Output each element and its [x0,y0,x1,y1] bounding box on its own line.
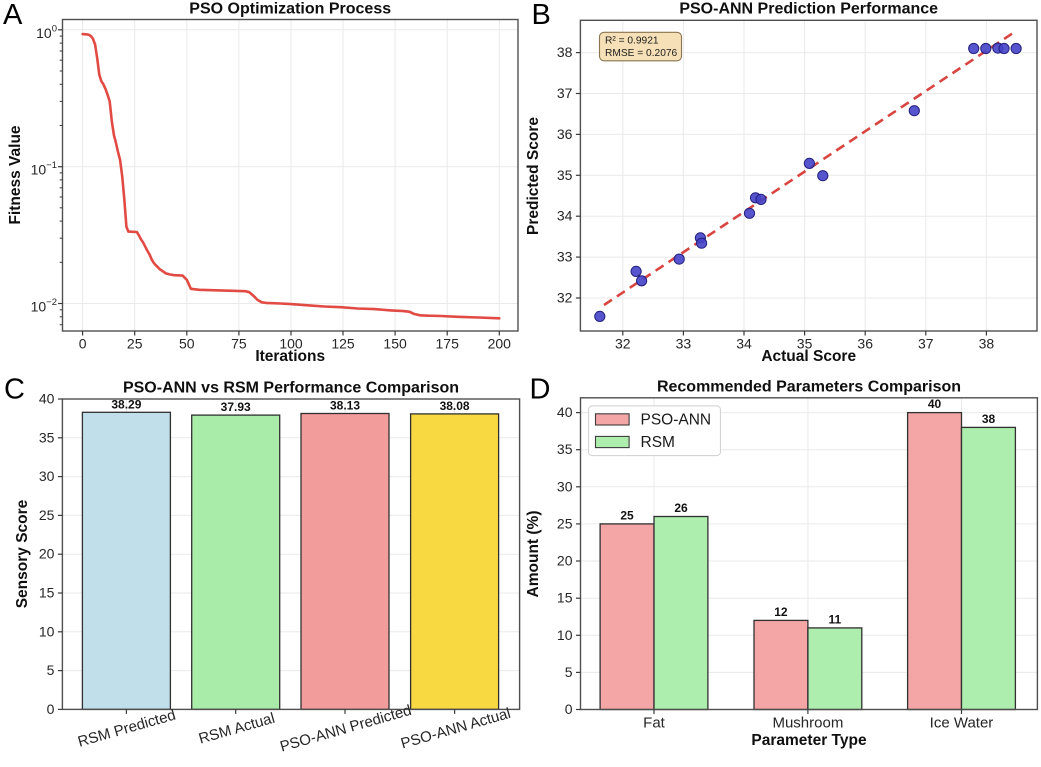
svg-text:Ice Water: Ice Water [930,715,994,732]
svg-text:36: 36 [857,336,873,352]
svg-text:B: B [532,0,551,31]
svg-text:20: 20 [557,553,573,569]
svg-text:37: 37 [918,336,934,352]
svg-text:32: 32 [615,336,631,352]
svg-text:38.08: 38.08 [440,399,470,413]
svg-text:Actual Score: Actual Score [761,348,856,365]
svg-text:PSO-ANN Prediction Performance: PSO-ANN Prediction Performance [679,1,938,18]
svg-text:25: 25 [557,515,573,531]
svg-text:25: 25 [127,336,143,352]
svg-text:C: C [4,374,25,406]
svg-text:Recommended Parameters Compari: Recommended Parameters Comparison [657,379,961,396]
svg-text:38.29: 38.29 [111,397,141,411]
svg-text:100: 100 [279,336,303,352]
svg-text:38: 38 [982,412,996,426]
svg-text:10: 10 [557,627,573,643]
svg-text:0: 0 [565,701,573,717]
svg-text:125: 125 [331,336,355,352]
svg-text:37.93: 37.93 [221,400,251,414]
svg-text:15: 15 [557,590,573,606]
svg-text:150: 150 [383,336,407,352]
svg-text:25: 25 [39,507,55,523]
svg-text:Parameter Type: Parameter Type [751,732,867,749]
svg-text:35: 35 [557,167,573,183]
svg-text:0: 0 [79,336,87,352]
svg-text:40: 40 [557,404,573,420]
svg-text:PSO Optimization Process: PSO Optimization Process [189,1,391,18]
svg-text:37: 37 [557,85,573,101]
svg-text:RMSE = 0.2076: RMSE = 0.2076 [605,48,678,59]
svg-text:Iterations: Iterations [255,348,325,365]
svg-text:34: 34 [557,208,573,224]
svg-text:32: 32 [557,290,573,306]
svg-text:34: 34 [736,336,752,352]
svg-text:38: 38 [979,336,995,352]
svg-text:38.13: 38.13 [330,399,360,413]
svg-text:0: 0 [47,701,55,717]
svg-text:Fat: Fat [643,715,666,732]
svg-text:5: 5 [47,662,55,678]
svg-text:50: 50 [179,336,195,352]
svg-text:11: 11 [829,612,842,626]
svg-text:25: 25 [620,508,634,522]
svg-text:33: 33 [676,336,692,352]
svg-text:PSO-ANN: PSO-ANN [641,411,712,428]
svg-text:33: 33 [557,249,573,265]
svg-text:36: 36 [557,126,573,142]
svg-text:15: 15 [39,585,55,601]
svg-text:20: 20 [39,546,55,562]
svg-text:Sensory Score: Sensory Score [14,499,31,608]
svg-text:Fitness Value: Fitness Value [7,125,24,224]
svg-text:35: 35 [557,441,573,457]
svg-text:Amount (%): Amount (%) [525,511,542,598]
svg-text:30: 30 [39,468,55,484]
svg-text:175: 175 [436,336,460,352]
svg-text:75: 75 [231,336,247,352]
svg-text:Mushroom: Mushroom [772,715,843,732]
svg-text:40: 40 [39,391,55,407]
svg-text:RSM: RSM [641,434,675,451]
svg-text:35: 35 [39,429,55,445]
svg-text:26: 26 [674,501,688,515]
svg-text:30: 30 [557,478,573,494]
svg-text:200: 200 [488,336,512,352]
svg-text:PSO-ANN vs RSM Performance Com: PSO-ANN vs RSM Performance Comparison [123,380,459,397]
svg-text:40: 40 [928,397,942,411]
svg-text:R² = 0.9921: R² = 0.9921 [605,36,659,47]
svg-text:5: 5 [565,664,573,680]
svg-text:Predicted Score: Predicted Score [525,117,542,235]
svg-text:A: A [3,0,23,31]
svg-text:D: D [530,374,551,406]
svg-text:35: 35 [797,336,813,352]
svg-text:12: 12 [774,605,788,619]
svg-text:10: 10 [39,623,55,639]
svg-text:38: 38 [557,44,573,60]
